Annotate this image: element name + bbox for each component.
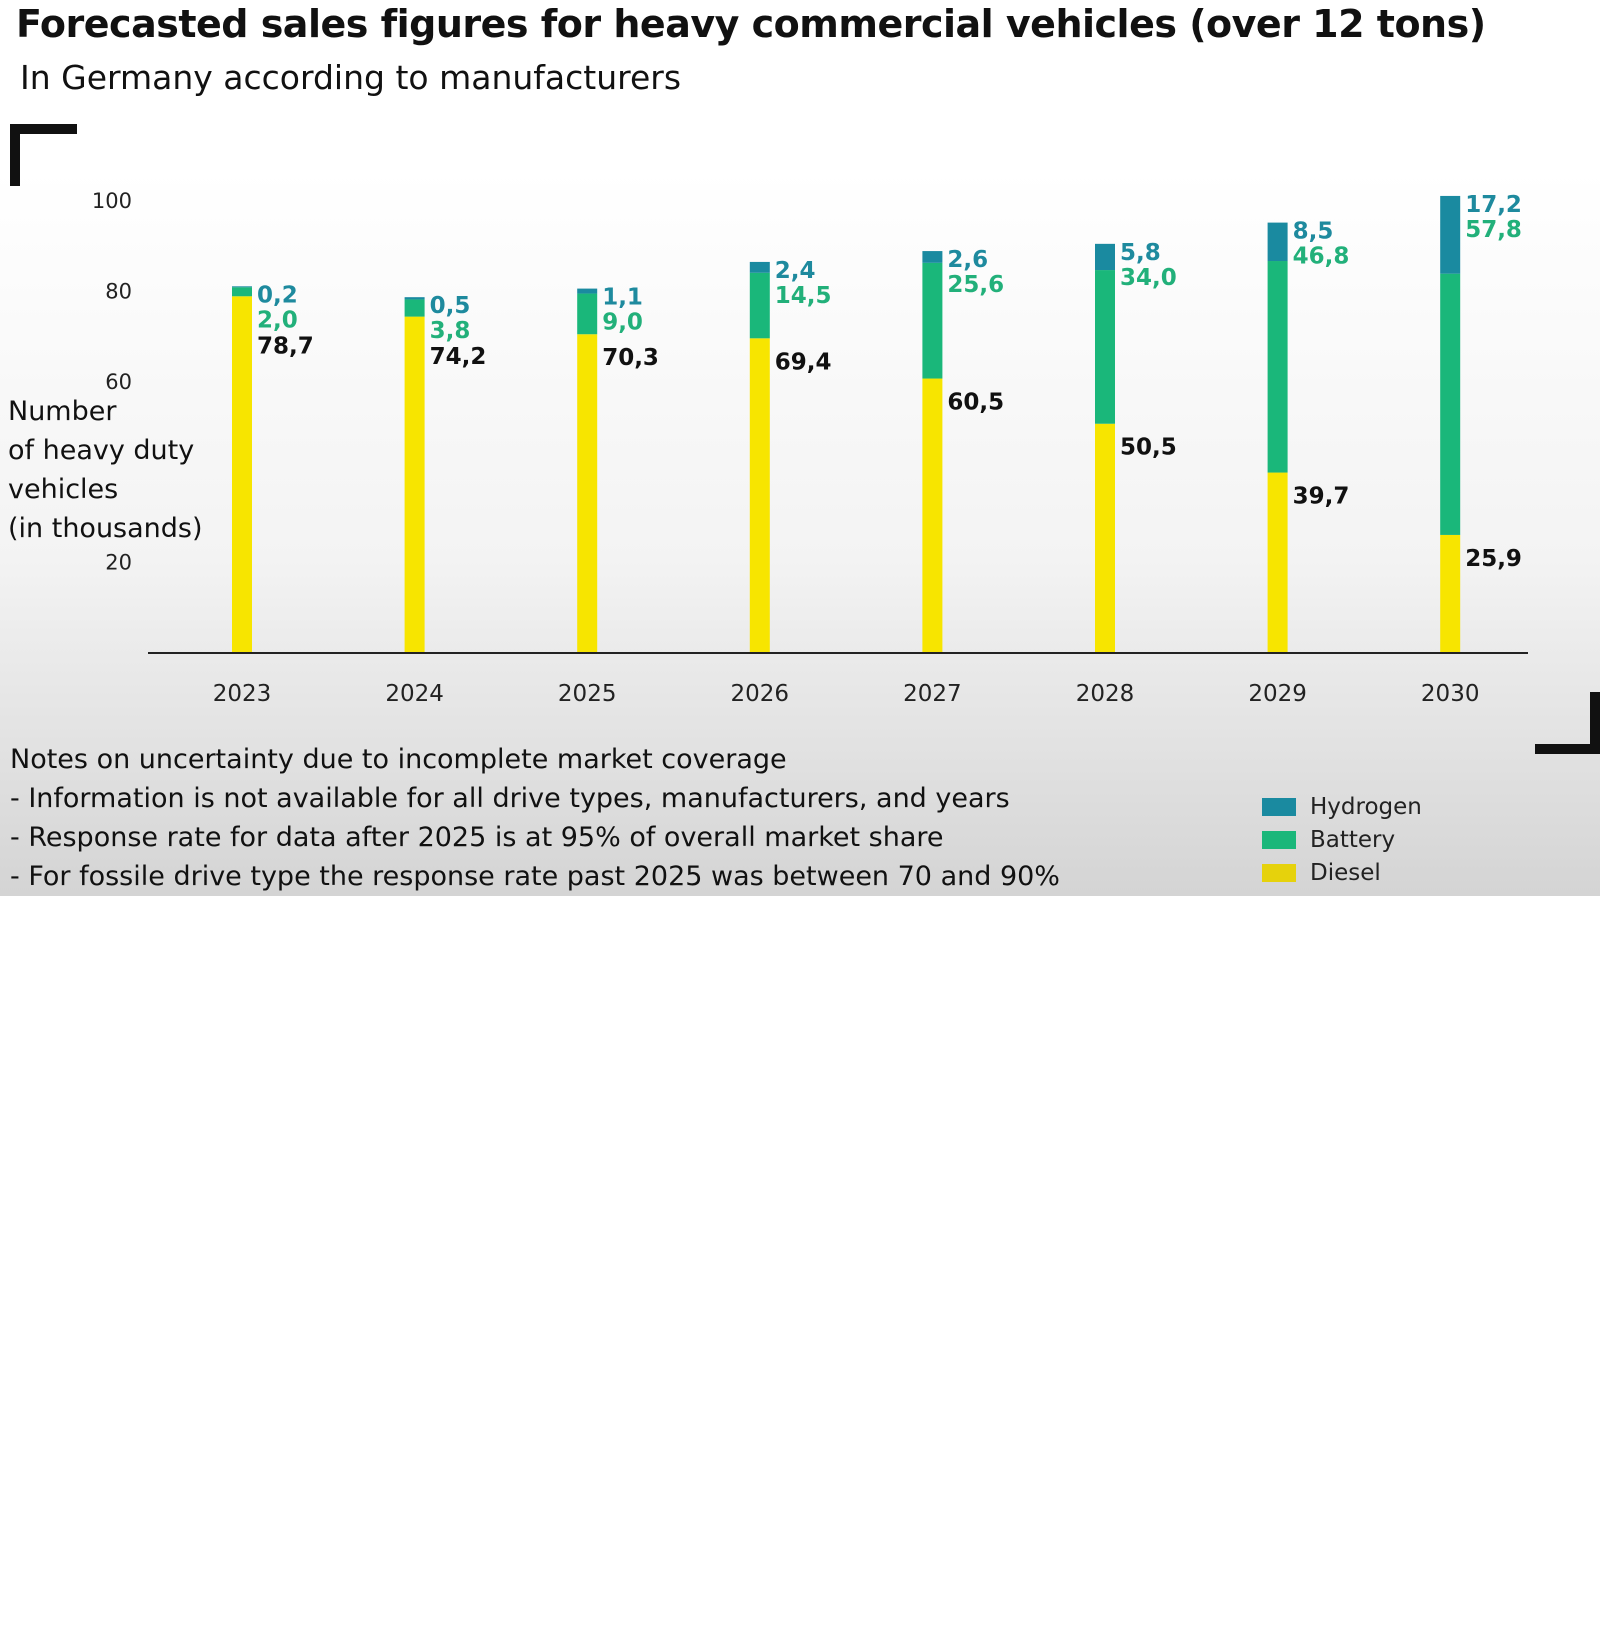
y-axis-label: Number of heavy duty vehicles (in thousa… bbox=[8, 392, 208, 548]
corner-bracket-bottom-right bbox=[1535, 692, 1600, 754]
legend-swatch bbox=[1262, 863, 1296, 882]
legend-label: Diesel bbox=[1310, 859, 1381, 886]
chart-subtitle: In Germany according to manufacturers bbox=[20, 58, 682, 97]
y-axis-label-line: Number bbox=[8, 396, 117, 427]
bar-segment-diesel bbox=[922, 378, 943, 652]
bar-segment-battery bbox=[1440, 273, 1461, 535]
y-axis-ticks: 20 60 80 100 bbox=[92, 189, 132, 575]
y-tick-label: 100 bbox=[92, 189, 132, 213]
bar-group bbox=[232, 195, 1461, 652]
value-label-diesel: 25,9 bbox=[1465, 546, 1522, 572]
bar-segment-hydrogen bbox=[749, 261, 770, 273]
value-label-hydrogen: 8,5 bbox=[1293, 219, 1334, 245]
value-label-battery: 3,8 bbox=[430, 318, 471, 344]
bar-segment-battery bbox=[1267, 261, 1288, 473]
bar-segment-hydrogen bbox=[577, 288, 598, 294]
x-tick-label: 2027 bbox=[903, 681, 962, 707]
notes-item: - Response rate for data after 2025 is a… bbox=[10, 822, 944, 853]
y-axis-label-line: of heavy duty bbox=[8, 435, 195, 466]
legend-label: Battery bbox=[1310, 826, 1396, 853]
value-label-battery: 9,0 bbox=[602, 310, 643, 336]
y-tick-label: 20 bbox=[105, 551, 132, 575]
bar-segment-battery bbox=[232, 287, 252, 297]
y-axis-label-line: vehicles bbox=[8, 474, 119, 505]
bar-segment-battery bbox=[577, 293, 598, 335]
bar-segment-diesel bbox=[404, 316, 425, 652]
value-label-diesel: 39,7 bbox=[1293, 484, 1350, 510]
bar-segment-diesel bbox=[749, 338, 770, 652]
value-label-battery: 14,5 bbox=[775, 283, 832, 309]
value-label-diesel: 70,3 bbox=[602, 345, 659, 371]
legend-label: Hydrogen bbox=[1310, 793, 1422, 820]
bar-segment-battery bbox=[404, 299, 425, 317]
legend-swatch bbox=[1262, 830, 1296, 849]
corner-bracket-top-left bbox=[10, 124, 77, 186]
bar-segment-diesel bbox=[232, 296, 252, 652]
notes-item: - Information is not available for all d… bbox=[10, 783, 1010, 814]
value-label-diesel: 50,5 bbox=[1120, 435, 1177, 461]
value-label-battery: 34,0 bbox=[1120, 265, 1177, 291]
x-tick-label: 2026 bbox=[731, 681, 790, 707]
x-tick-label: 2024 bbox=[385, 681, 444, 707]
value-label-hydrogen: 2,4 bbox=[775, 258, 816, 284]
bar-segment-battery bbox=[749, 272, 770, 339]
notes-item: - For fossile drive type the response ra… bbox=[10, 861, 1060, 892]
value-label-hydrogen: 2,6 bbox=[947, 247, 988, 273]
value-label-hydrogen: 5,8 bbox=[1120, 240, 1161, 266]
notes-block: Notes on uncertainty due to incomplete m… bbox=[10, 740, 1160, 896]
bar-segment-hydrogen bbox=[1095, 243, 1115, 271]
value-label-battery: 2,0 bbox=[257, 307, 298, 333]
bar-segment-diesel bbox=[577, 334, 598, 652]
bar-segment-battery bbox=[922, 262, 943, 379]
stacked-bar-chart: 20 60 80 100 0,22,078,7 0,53,874,2 1,19,0 70,3… bbox=[92, 189, 1528, 707]
legend-item-battery: Battery bbox=[1262, 823, 1422, 856]
bar-segment-diesel bbox=[1095, 423, 1115, 652]
bar-segment-hydrogen bbox=[1267, 222, 1288, 262]
value-label-diesel: 60,5 bbox=[947, 390, 1004, 416]
value-label-battery: 57,8 bbox=[1465, 217, 1522, 243]
x-tick-label: 2023 bbox=[213, 681, 272, 707]
chart-frame: Forecasted sales figures for heavy comme… bbox=[0, 0, 1600, 896]
value-label-diesel: 74,2 bbox=[430, 344, 487, 370]
value-label-battery: 46,8 bbox=[1293, 244, 1350, 270]
bar-segment-battery bbox=[1095, 270, 1115, 424]
x-axis-ticks: 2023 2024 2025 2026 2027 2028 2029 2030 bbox=[213, 681, 1480, 707]
value-labels: 0,22,078,7 0,53,874,2 1,19,0 70,3 2,414,5 69,… bbox=[257, 192, 1522, 572]
bar-segment-hydrogen bbox=[922, 251, 943, 263]
x-tick-label: 2025 bbox=[558, 681, 617, 707]
value-label-hydrogen: 0,2 bbox=[257, 282, 298, 308]
x-tick-label: 2030 bbox=[1421, 681, 1480, 707]
value-label-diesel: 69,4 bbox=[775, 349, 832, 375]
legend-item-hydrogen: Hydrogen bbox=[1262, 790, 1422, 823]
bar-segment-diesel bbox=[1440, 534, 1461, 652]
bar-segment-diesel bbox=[1267, 472, 1288, 652]
value-label-battery: 25,6 bbox=[947, 272, 1004, 298]
bar-segment-hydrogen bbox=[1440, 195, 1461, 274]
x-tick-label: 2028 bbox=[1076, 681, 1135, 707]
value-label-diesel: 78,7 bbox=[257, 333, 314, 359]
legend: Hydrogen Battery Diesel bbox=[1262, 790, 1422, 889]
bar-segment-hydrogen bbox=[404, 297, 425, 300]
x-tick-label: 2029 bbox=[1248, 681, 1307, 707]
legend-item-diesel: Diesel bbox=[1262, 856, 1422, 889]
value-label-hydrogen: 1,1 bbox=[602, 285, 643, 311]
value-label-hydrogen: 17,2 bbox=[1465, 192, 1522, 218]
bar-segment-hydrogen bbox=[232, 286, 252, 288]
legend-swatch bbox=[1262, 797, 1296, 816]
y-tick-label: 60 bbox=[105, 370, 132, 394]
chart-title: Forecasted sales figures for heavy comme… bbox=[16, 2, 1486, 46]
value-label-hydrogen: 0,5 bbox=[430, 293, 471, 319]
y-tick-label: 80 bbox=[105, 279, 132, 303]
y-axis-label-line: (in thousands) bbox=[8, 513, 203, 544]
notes-heading: Notes on uncertainty due to incomplete m… bbox=[10, 744, 787, 775]
